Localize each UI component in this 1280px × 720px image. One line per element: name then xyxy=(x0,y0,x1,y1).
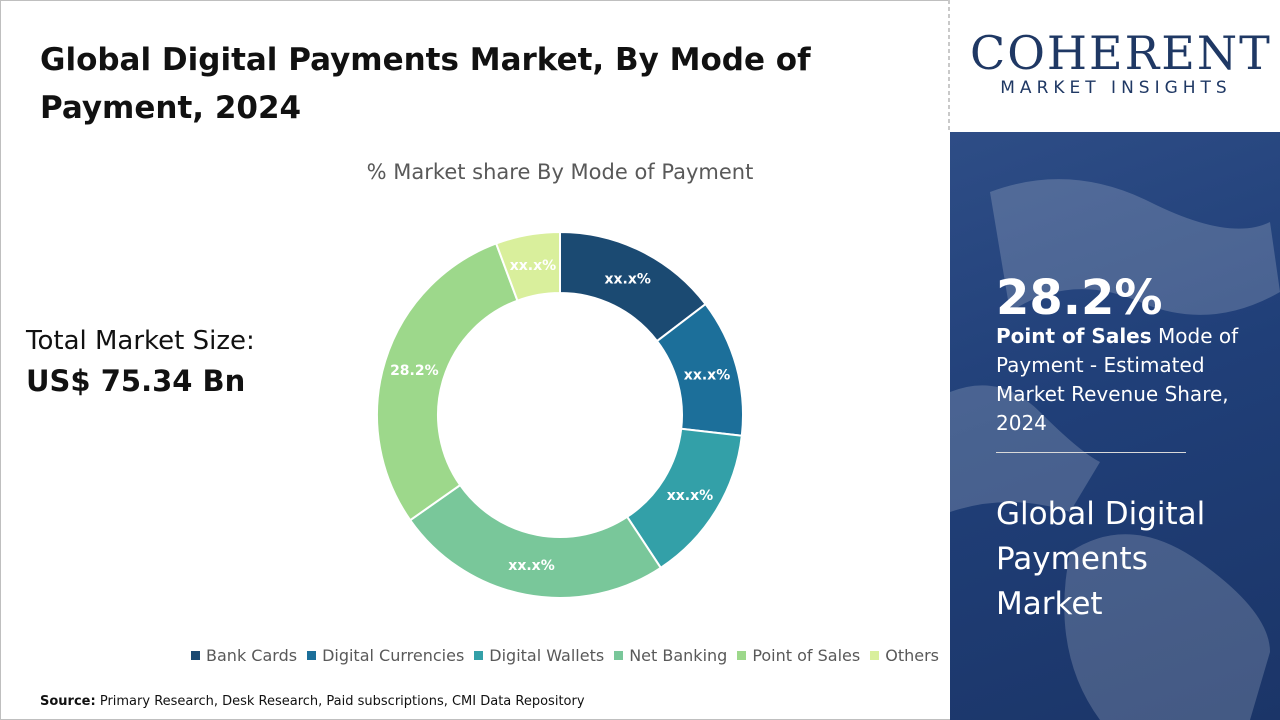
highlight-stat-description: Point of Sales Mode of Payment - Estimat… xyxy=(996,322,1256,438)
header-divider xyxy=(948,0,950,132)
legend-label: Digital Currencies xyxy=(322,646,465,665)
slice-label-bank-cards: xx.x% xyxy=(604,271,650,287)
source-note: Source: Primary Research, Desk Research,… xyxy=(40,694,585,709)
legend-label: Bank Cards xyxy=(206,646,298,665)
legend-item-others: Others xyxy=(870,646,939,665)
highlight-panel: 28.2% Point of Sales Mode of Payment - E… xyxy=(950,132,1280,720)
logo-wordmark: COHERENT xyxy=(970,26,1272,80)
donut-slice-others xyxy=(494,230,561,302)
highlight-stat-value: 28.2% xyxy=(996,270,1163,326)
legend-item-net-banking: Net Banking xyxy=(614,646,727,665)
legend-label: Point of Sales xyxy=(752,646,861,665)
source-label: Source: xyxy=(40,694,96,709)
slice-label-net-banking: xx.x% xyxy=(508,558,554,574)
panel-divider xyxy=(996,452,1186,453)
legend-item-digital-wallets: Digital Wallets xyxy=(474,646,604,665)
legend-label: Others xyxy=(885,646,939,665)
legend-label: Digital Wallets xyxy=(489,646,605,665)
brand-logo: COHERENT MARKET INSIGHTS xyxy=(950,0,1280,132)
source-text: Primary Research, Desk Research, Paid su… xyxy=(99,694,585,709)
legend-swatch xyxy=(474,651,484,660)
page-title: Global Digital Payments Market, By Mode … xyxy=(40,42,811,126)
slice-label-point-of-sales: 28.2% xyxy=(390,363,439,379)
slice-label-others: xx.x% xyxy=(510,258,556,274)
slice-label-digital-wallets: xx.x% xyxy=(667,488,713,504)
highlight-stat-rest: Mode of Payment - Estimated Market Reven… xyxy=(996,324,1239,435)
legend-swatch xyxy=(614,651,624,660)
legend-item-point-of-sales: Point of Sales xyxy=(737,646,860,665)
legend-swatch xyxy=(870,651,880,660)
slice-label-digital-currencies: xx.x% xyxy=(684,367,730,383)
chart-subtitle: % Market share By Mode of Payment xyxy=(366,160,754,184)
legend-label: Net Banking xyxy=(629,646,728,665)
panel-market-title: Global Digital Payments Market xyxy=(996,496,1206,622)
legend-item-digital-currencies: Digital Currencies xyxy=(307,646,464,665)
legend-swatch xyxy=(737,651,747,660)
donut-slice-net-banking xyxy=(408,483,663,599)
logo-tagline: MARKET INSIGHTS xyxy=(1000,78,1232,98)
legend-swatch xyxy=(307,651,317,660)
legend-item-bank-cards: Bank Cards xyxy=(191,646,297,665)
total-market-size-value: US$ 75.34 Bn xyxy=(26,364,246,398)
legend-swatch xyxy=(191,651,201,660)
donut-chart: xx.x% xx.x% xx.x% xx.x% 28.2% xx.x% xyxy=(376,230,744,599)
highlight-segment: Point of Sales xyxy=(996,324,1152,348)
donut-slice-point-of-sales xyxy=(376,242,519,522)
total-market-size-label: Total Market Size: xyxy=(26,326,255,356)
chart-legend: Bank Cards Digital Currencies Digital Wall… xyxy=(180,646,950,665)
world-map-texture xyxy=(950,179,1280,720)
